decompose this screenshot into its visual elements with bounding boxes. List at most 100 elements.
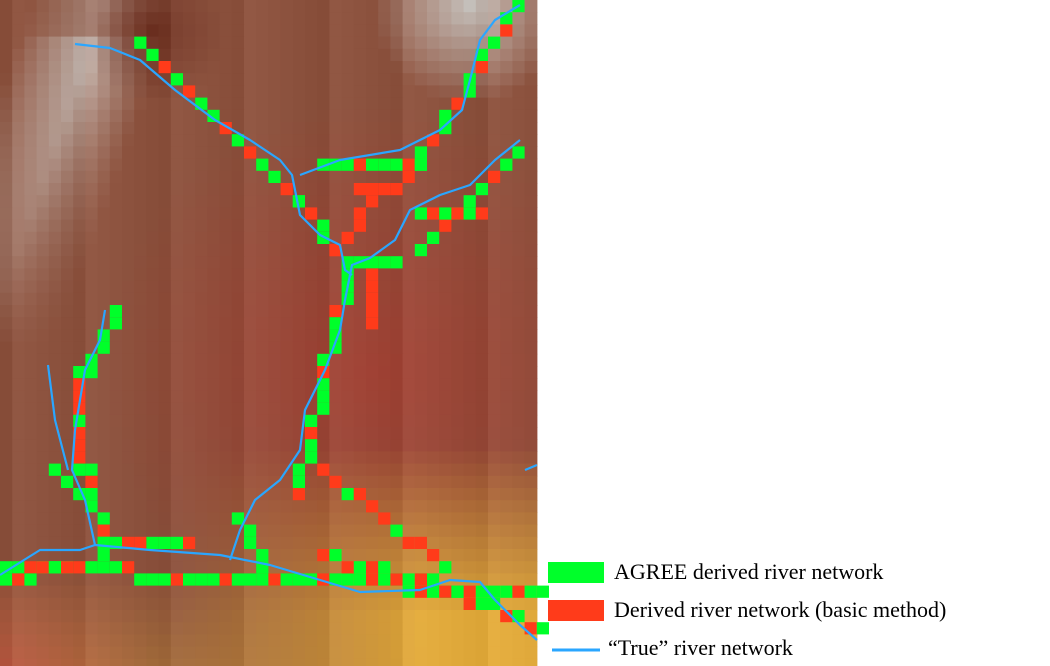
- terrain-cell: [244, 37, 257, 50]
- terrain-cell: [232, 317, 245, 330]
- terrain-cell: [427, 159, 440, 172]
- terrain-cell: [220, 293, 233, 306]
- terrain-cell: [281, 354, 294, 367]
- terrain-cell: [49, 61, 62, 74]
- terrain-cell: [464, 110, 477, 123]
- terrain-cell: [415, 512, 428, 525]
- network-cell: [317, 403, 329, 415]
- terrain-cell: [171, 281, 184, 294]
- network-cell: [317, 549, 329, 561]
- terrain-cell: [122, 488, 135, 501]
- terrain-cell: [366, 37, 379, 50]
- terrain-cell: [403, 183, 416, 196]
- terrain-cell: [37, 439, 50, 452]
- terrain-cell: [512, 293, 525, 306]
- terrain-cell: [171, 195, 184, 208]
- terrain-cell: [220, 0, 233, 13]
- terrain-cell: [195, 146, 208, 159]
- network-cell: [134, 37, 146, 49]
- terrain-cell: [146, 598, 159, 611]
- terrain-cell: [24, 281, 37, 294]
- terrain-cell: [122, 451, 135, 464]
- terrain-cell: [73, 305, 86, 318]
- terrain-cell: [293, 537, 306, 550]
- terrain-cell: [12, 49, 25, 62]
- terrain-cell: [464, 317, 477, 330]
- terrain-cell: [305, 464, 318, 477]
- terrain-cell: [329, 464, 342, 477]
- terrain-cell: [183, 476, 196, 489]
- terrain-cell: [293, 244, 306, 257]
- terrain-cell: [183, 549, 196, 562]
- terrain-cell: [329, 586, 342, 599]
- terrain-cell: [73, 98, 86, 111]
- terrain-cell: [195, 268, 208, 281]
- network-cell: [512, 146, 524, 158]
- terrain-cell: [220, 24, 233, 37]
- terrain-cell: [415, 110, 428, 123]
- terrain-cell: [293, 586, 306, 599]
- terrain-cell: [146, 451, 159, 464]
- terrain-cell: [146, 195, 159, 208]
- terrain-cell: [525, 415, 538, 428]
- terrain-cell: [73, 317, 86, 330]
- terrain-cell: [281, 232, 294, 245]
- network-cell: [183, 573, 195, 585]
- terrain-cell: [122, 24, 135, 37]
- terrain-cell: [24, 427, 37, 440]
- terrain-cell: [207, 293, 220, 306]
- terrain-cell: [488, 329, 501, 342]
- terrain-cell: [427, 12, 440, 25]
- terrain-cell: [85, 634, 98, 647]
- terrain-cell: [329, 256, 342, 269]
- terrain-cell: [500, 464, 513, 477]
- terrain-cell: [12, 183, 25, 196]
- terrain-cell: [0, 24, 13, 37]
- terrain-cell: [366, 610, 379, 623]
- terrain-cell: [61, 85, 74, 98]
- network-cell: [476, 207, 488, 219]
- terrain-cell: [232, 634, 245, 647]
- terrain-cell: [171, 622, 184, 635]
- terrain-cell: [525, 171, 538, 184]
- terrain-cell: [512, 207, 525, 220]
- terrain-cell: [366, 415, 379, 428]
- terrain-cell: [305, 610, 318, 623]
- terrain-cell: [390, 366, 403, 379]
- terrain-cell: [476, 220, 489, 233]
- terrain-cell: [207, 61, 220, 74]
- terrain-cell: [73, 49, 86, 62]
- terrain-cell: [281, 622, 294, 635]
- terrain-cell: [488, 500, 501, 513]
- terrain-cell: [232, 354, 245, 367]
- network-cell: [366, 561, 378, 573]
- terrain-cell: [439, 305, 452, 318]
- terrain-cell: [0, 244, 13, 257]
- network-cell: [244, 573, 256, 585]
- terrain-cell: [98, 622, 111, 635]
- terrain-cell: [85, 85, 98, 98]
- terrain-cell: [329, 281, 342, 294]
- terrain-cell: [281, 378, 294, 391]
- network-cell: [110, 317, 122, 329]
- terrain-cell: [378, 598, 391, 611]
- terrain-cell: [49, 573, 62, 586]
- terrain-cell: [220, 634, 233, 647]
- network-cell: [256, 159, 268, 171]
- terrain-cell: [159, 598, 172, 611]
- terrain-cell: [293, 622, 306, 635]
- terrain-cell: [512, 378, 525, 391]
- terrain-cell: [232, 647, 245, 660]
- terrain-cell: [207, 281, 220, 294]
- terrain-cell: [476, 354, 489, 367]
- terrain-cell: [134, 232, 147, 245]
- terrain-cell: [378, 24, 391, 37]
- terrain-cell: [451, 61, 464, 74]
- terrain-cell: [183, 305, 196, 318]
- terrain-cell: [451, 0, 464, 13]
- terrain-cell: [110, 488, 123, 501]
- terrain-cell: [281, 49, 294, 62]
- terrain-cell: [85, 159, 98, 172]
- terrain-cell: [415, 220, 428, 233]
- terrain-cell: [354, 134, 367, 147]
